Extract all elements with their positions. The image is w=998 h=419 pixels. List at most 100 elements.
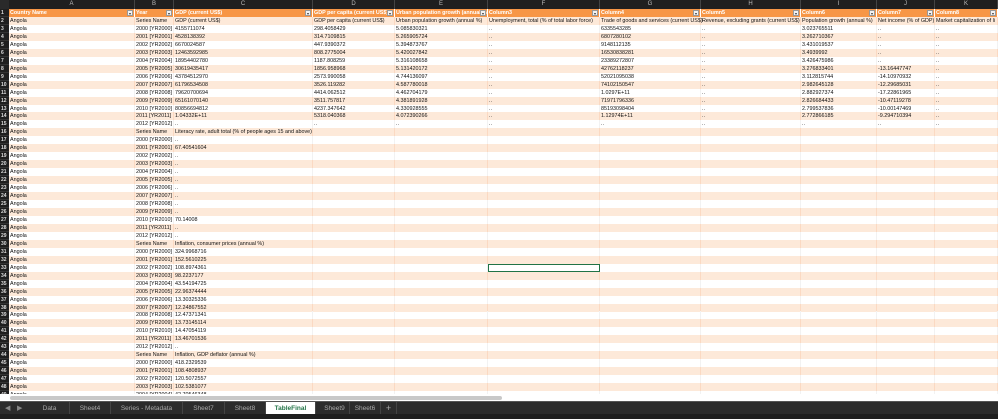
cell[interactable]: 2008 [YR2008] xyxy=(135,200,174,209)
cell[interactable] xyxy=(600,176,701,185)
cell[interactable] xyxy=(600,375,701,384)
cell[interactable]: -13.16447747 xyxy=(877,64,935,73)
column-header-c[interactable]: C xyxy=(174,0,313,9)
cell[interactable]: Angola xyxy=(9,223,135,232)
cell[interactable] xyxy=(801,327,877,336)
cell[interactable]: 12.47371341 xyxy=(174,311,313,320)
cell[interactable] xyxy=(395,295,488,304)
cell[interactable]: Series Name xyxy=(135,351,174,360)
cell[interactable]: Angola xyxy=(9,176,135,185)
cell[interactable] xyxy=(313,152,395,161)
cell[interactable] xyxy=(600,160,701,169)
filter-dropdown-icon[interactable] xyxy=(693,10,699,16)
cell[interactable]: 5.085830321 xyxy=(395,24,488,33)
cell[interactable] xyxy=(488,255,600,264)
cell[interactable] xyxy=(600,192,701,201)
row-header[interactable]: 25 xyxy=(0,200,9,208)
sheet-tab[interactable]: Data xyxy=(30,402,70,415)
cell[interactable]: 43784512970 xyxy=(174,72,313,81)
cell[interactable]: Angola xyxy=(9,200,135,209)
cell[interactable] xyxy=(935,311,998,320)
cell[interactable]: Angola xyxy=(9,48,135,57)
cell[interactable] xyxy=(313,343,395,352)
cell[interactable]: Angola xyxy=(9,136,135,145)
cell[interactable]: Angola xyxy=(9,96,135,105)
next-sheet-icon[interactable]: ▶ xyxy=(17,405,23,412)
row-header[interactable]: 22 xyxy=(0,176,9,185)
cell[interactable]: 85193098404 xyxy=(600,104,701,113)
cell[interactable]: .. xyxy=(174,223,313,232)
row-header[interactable]: 24 xyxy=(0,192,9,201)
cell[interactable] xyxy=(488,383,600,392)
cell[interactable] xyxy=(701,303,801,312)
cell[interactable] xyxy=(313,303,395,312)
cell[interactable]: 2007 [YR2007] xyxy=(135,80,174,89)
cell[interactable] xyxy=(313,231,395,240)
cell[interactable] xyxy=(488,351,600,360)
cell[interactable] xyxy=(395,327,488,336)
column-header-i[interactable]: I xyxy=(801,0,877,9)
cell[interactable] xyxy=(395,367,488,376)
cell[interactable] xyxy=(313,383,395,392)
cell[interactable]: .. xyxy=(935,80,998,89)
cell[interactable] xyxy=(488,319,600,328)
cell[interactable]: Angola xyxy=(9,279,135,288)
cell[interactable]: -14.10970932 xyxy=(877,72,935,81)
cell[interactable]: Market capitalization of li xyxy=(935,16,998,25)
cell[interactable] xyxy=(313,168,395,177)
cell[interactable]: .. xyxy=(488,112,600,121)
cell[interactable]: Angola xyxy=(9,231,135,240)
sheet-tab[interactable]: Sheet8 xyxy=(225,402,266,415)
row-header[interactable]: 34 xyxy=(0,271,9,280)
cell[interactable]: .. xyxy=(174,192,313,201)
row-header[interactable]: 21 xyxy=(0,168,9,177)
row-header[interactable]: 43 xyxy=(0,343,9,352)
cell[interactable] xyxy=(877,311,935,320)
cell[interactable] xyxy=(877,383,935,392)
cell[interactable] xyxy=(313,200,395,209)
cell[interactable] xyxy=(801,343,877,352)
cell[interactable] xyxy=(935,176,998,185)
cell[interactable] xyxy=(600,343,701,352)
cell[interactable]: 16530838281 xyxy=(600,48,701,57)
prev-sheet-icon[interactable]: ◀ xyxy=(5,405,11,412)
cell[interactable] xyxy=(600,223,701,232)
cell[interactable] xyxy=(395,160,488,169)
row-header[interactable]: 7 xyxy=(0,56,9,65)
cell[interactable]: -10.00147469 xyxy=(877,104,935,113)
add-sheet-button[interactable]: + xyxy=(381,402,397,415)
cell[interactable] xyxy=(801,176,877,185)
cell[interactable]: 52021095038 xyxy=(600,72,701,81)
cell[interactable]: Angola xyxy=(9,208,135,216)
cell[interactable]: .. xyxy=(488,56,600,65)
cell[interactable] xyxy=(600,255,701,264)
cell[interactable]: 2002 [YR2002] xyxy=(135,375,174,384)
sheet-tab[interactable]: Sheet4 xyxy=(70,402,111,415)
cell[interactable]: Angola xyxy=(9,383,135,392)
cell[interactable] xyxy=(801,351,877,360)
cell[interactable] xyxy=(877,263,935,272)
cell[interactable] xyxy=(877,255,935,264)
cell[interactable]: Angola xyxy=(9,327,135,336)
column-filter-header[interactable]: GDP per capita (current US$) xyxy=(313,9,395,17)
cell[interactable]: 2006 [YR2006] xyxy=(135,295,174,304)
cell[interactable] xyxy=(935,319,998,328)
cell[interactable] xyxy=(313,375,395,384)
row-header[interactable]: 2 xyxy=(0,16,9,25)
cell[interactable] xyxy=(395,176,488,185)
cell[interactable] xyxy=(488,200,600,209)
cell[interactable] xyxy=(600,311,701,320)
column-filter-header[interactable]: Column3 xyxy=(488,9,600,17)
cell[interactable]: Angola xyxy=(9,375,135,384)
cell[interactable] xyxy=(488,160,600,169)
cell[interactable]: .. xyxy=(174,136,313,145)
cell[interactable] xyxy=(488,152,600,161)
row-header[interactable]: 30 xyxy=(0,239,9,248)
cell[interactable]: .. xyxy=(935,56,998,65)
cell[interactable]: .. xyxy=(701,88,801,97)
cell[interactable] xyxy=(488,208,600,216)
cell[interactable]: .. xyxy=(174,343,313,352)
horizontal-scrollbar[interactable] xyxy=(0,394,998,402)
scrollbar-thumb[interactable] xyxy=(10,396,502,400)
cell[interactable]: .. xyxy=(488,104,600,113)
